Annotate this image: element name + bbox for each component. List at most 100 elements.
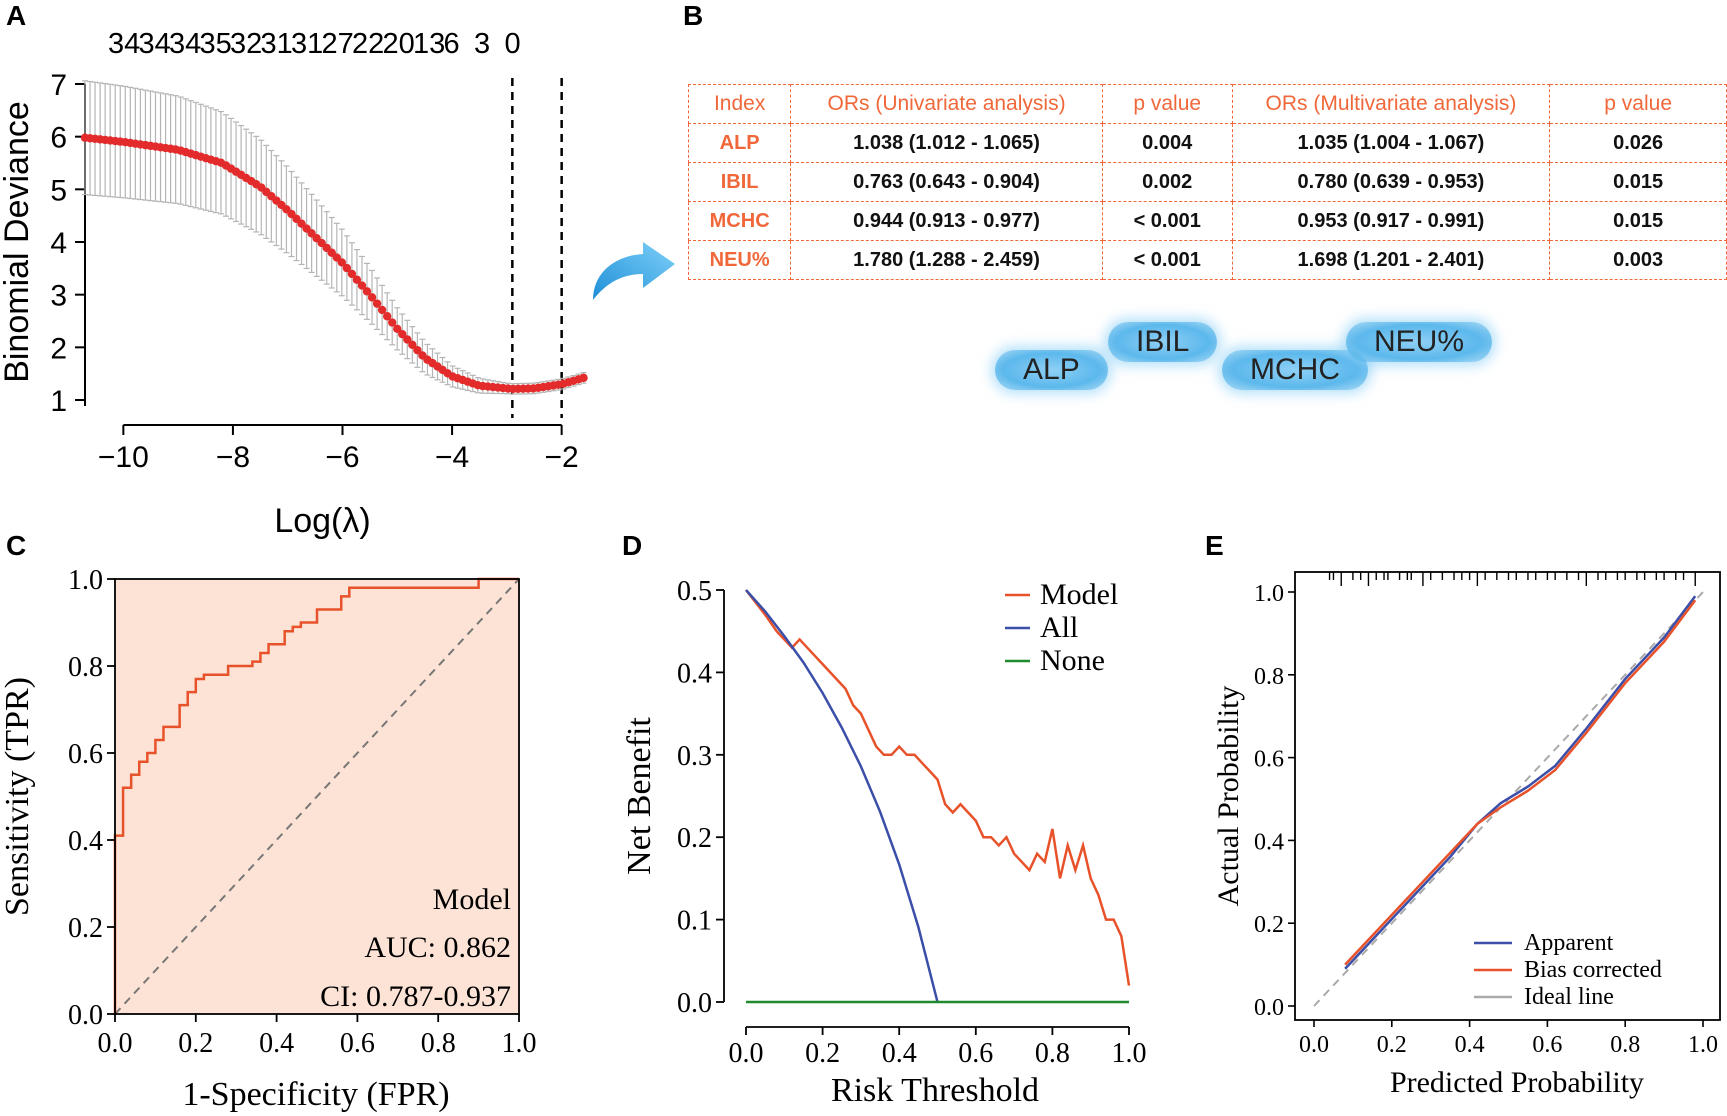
legend-label: Model (1040, 578, 1118, 611)
x-tick-label: 0.0 (729, 1038, 764, 1069)
data-point (408, 340, 417, 350)
top-label: 31 (261, 28, 293, 60)
table-cell: 0.763 (0.643 - 0.904) (790, 162, 1103, 202)
data-point (387, 318, 397, 327)
y-axis-label: Net Benefit (621, 717, 658, 875)
x-axis-label: Log(λ) (274, 502, 370, 540)
x-axis-label: 1-Specificity (FPR) (182, 1076, 449, 1113)
top-label: 35 (200, 28, 232, 60)
x-tick-label: −10 (98, 441, 149, 474)
data-point (342, 263, 352, 273)
data-point (413, 345, 422, 355)
y-tick-label: 5 (50, 174, 67, 207)
y-tick-label: 0.0 (677, 988, 712, 1019)
data-point (367, 293, 377, 302)
top-label: 34 (139, 28, 171, 60)
x-axis-label: Predicted Probability (1390, 1066, 1644, 1099)
x-tick-label: −2 (545, 441, 579, 474)
table-cell: MCHC (687, 201, 792, 241)
series-line-apparent (1344, 595, 1697, 970)
x-tick-label: 0.8 (421, 1028, 456, 1059)
y-tick-label: 0.2 (677, 823, 712, 854)
x-tick-label: 0.4 (259, 1028, 294, 1059)
y-tick-label: 3 (50, 280, 67, 313)
data-point (398, 329, 407, 339)
top-label: 32 (230, 28, 262, 60)
data-point (352, 275, 362, 284)
top-label: 0 (505, 28, 521, 60)
top-label: 27 (322, 28, 354, 60)
table-cell: 0.944 (0.913 - 0.977) (790, 201, 1103, 241)
y-tick-label: 6 (50, 122, 67, 155)
panel-label-a: A (6, 0, 27, 31)
table-cell: 0.953 (0.917 - 0.991) (1231, 201, 1551, 241)
table-cell: < 0.001 (1101, 240, 1233, 280)
y-tick-label: 1.0 (68, 565, 103, 596)
y-tick-label: 0.4 (1254, 829, 1284, 855)
y-tick-label: 7 (50, 69, 67, 102)
table-cell: 0.004 (1101, 123, 1233, 163)
panel-label-d: D (622, 530, 643, 561)
y-axis-label: Actual Probability (1212, 686, 1245, 907)
y-tick-label: 4 (50, 227, 67, 260)
y-tick-label: 0.6 (68, 739, 103, 770)
legend-label: Bias corrected (1524, 957, 1662, 983)
data-point (377, 305, 387, 315)
x-tick-label: −6 (325, 441, 359, 474)
top-label: 13 (413, 28, 445, 60)
roc-chart: 0.0 0.2 0.4 0.6 0.8 1.0 0.0 0.2 0.4 0.6 0.8 1.0 1-Sp… (0, 565, 537, 1113)
data-point (347, 269, 357, 279)
y-tick-label: 1.0 (1254, 581, 1284, 607)
table-row: IBIL 0.763 (0.643 - 0.904) 0.002 0.780 (… (687, 162, 1727, 202)
panel-label-b: B (683, 0, 704, 31)
legend-label: Apparent (1524, 930, 1614, 956)
x-axis-label: Risk Threshold (831, 1072, 1039, 1109)
table-cell: 0.003 (1549, 240, 1727, 280)
annotation-auc: AUC: 0.862 (364, 931, 511, 964)
data-point (403, 335, 412, 344)
x-tick-label: 0.2 (178, 1028, 213, 1059)
top-label: 34 (169, 28, 201, 60)
top-label: 3 (474, 28, 490, 60)
table-cell: 1.780 (1.288 - 2.459) (790, 240, 1103, 280)
table-cell: 1.038 (1.012 - 1.065) (790, 123, 1103, 163)
series-line-model (745, 589, 1131, 986)
table-cell: 1.698 (1.201 - 2.401) (1231, 240, 1551, 280)
x-tick-label: 0.0 (1299, 1032, 1329, 1058)
x-tick-label: 0.2 (1377, 1032, 1407, 1058)
annotation-ci: CI: 0.787-0.937 (320, 980, 511, 1013)
annotation-model: Model (433, 883, 511, 916)
y-tick-label: 0.3 (677, 741, 712, 772)
top-label: 6 (444, 28, 460, 60)
diagonal-reference-line (114, 578, 520, 1015)
series-line-all (745, 589, 939, 1003)
odds-ratio-table: Index ORs (Univariate analysis) p value … (687, 84, 1727, 280)
variable-pill-ibil: IBIL (1108, 322, 1218, 362)
header-cell: ORs (Univariate analysis) (790, 84, 1103, 124)
y-tick-label: 0.1 (677, 906, 712, 937)
data-point (579, 373, 588, 383)
table-row: ALP 1.038 (1.012 - 1.065) 0.004 1.035 (1… (687, 123, 1727, 163)
legend-label: All (1040, 611, 1078, 644)
x-tick-label: 1.0 (1688, 1032, 1718, 1058)
table-cell: 0.780 (0.639 - 0.953) (1231, 162, 1551, 202)
legend-label: Ideal line (1524, 984, 1614, 1010)
x-tick-label: −8 (216, 441, 250, 474)
variable-pill-mchc: MCHC (1222, 350, 1368, 390)
x-tick-label: 0.8 (1035, 1038, 1070, 1069)
top-label: 31 (291, 28, 323, 60)
roc-curve (113, 577, 519, 1014)
y-tick-label: 0.0 (68, 1000, 103, 1031)
y-tick-label: 0.6 (1254, 747, 1284, 773)
variable-pill-alp: ALP (995, 350, 1108, 390)
decision-curve-chart: 0.0 0.1 0.2 0.3 0.4 0.5 0.0 0.2 0.4 0.6 0.8 1.0 Risk… (621, 576, 1147, 1109)
y-axis-label: Binomial Deviance (0, 101, 36, 383)
x-tick-label: 1.0 (1112, 1038, 1147, 1069)
y-tick-label: 0.4 (677, 658, 712, 689)
table-cell: 0.015 (1549, 201, 1727, 241)
x-tick-label: 0.4 (1455, 1032, 1485, 1058)
table-cell: 0.015 (1549, 162, 1727, 202)
x-tick-label: 0.4 (882, 1038, 917, 1069)
